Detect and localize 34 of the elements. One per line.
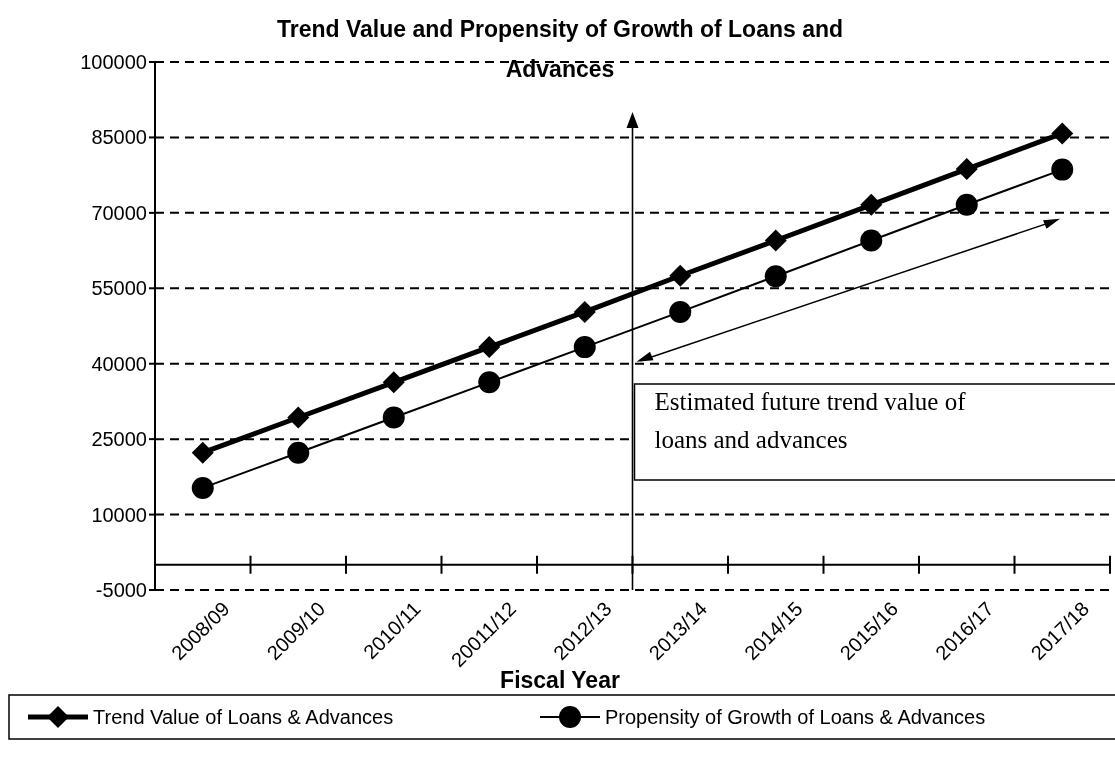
annotation: Estimated future trend value of loans and advances: [654, 388, 967, 453]
point: [1051, 158, 1074, 181]
point: [669, 300, 692, 323]
point: [191, 441, 214, 464]
point: [382, 371, 405, 394]
point: [191, 476, 214, 499]
point: [478, 371, 501, 394]
point: [860, 193, 883, 216]
y-tick-label: 100000: [80, 51, 147, 73]
point: [573, 300, 596, 323]
y-tick-label: 70000: [91, 201, 147, 224]
legend-label: Propensity of Growth of Loans & Advances: [605, 706, 986, 728]
point: [287, 441, 310, 464]
point: [955, 193, 978, 216]
point: [764, 229, 787, 252]
text-box: Estimated future trend value of loans and advances: [633, 383, 1115, 481]
y-tick-label: 10000: [91, 503, 147, 526]
y-tick-label: 85000: [91, 126, 147, 149]
y-tick-label: 25000: [91, 428, 147, 451]
point: [764, 265, 787, 288]
point: [382, 406, 405, 429]
point: [955, 158, 978, 181]
point: [478, 336, 501, 359]
point: [287, 406, 310, 429]
y-tick-label: 40000: [91, 352, 147, 375]
chart-title: Trend Value and Propensity of Growth of Loans and Advances: [276, 16, 844, 82]
point: [573, 336, 596, 359]
legend-label: Trend Value of Loans & Advances: [93, 706, 394, 728]
point: [669, 264, 692, 287]
x-axis-title: Fiscal Year: [500, 667, 620, 693]
point: [1051, 122, 1074, 145]
point: [860, 229, 883, 252]
y-tick-label: -5000: [95, 579, 147, 601]
y-tick-label: 55000: [91, 277, 147, 300]
